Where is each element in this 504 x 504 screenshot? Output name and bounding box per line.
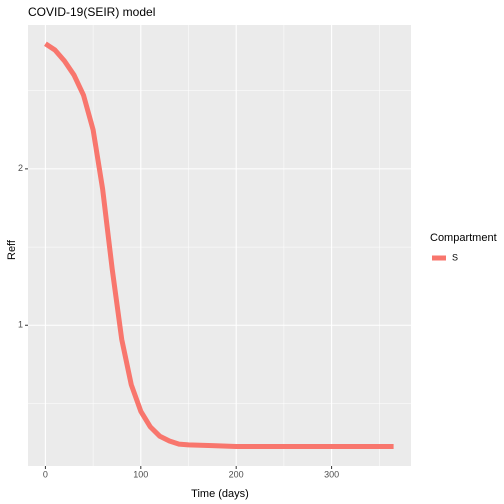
chart-title: COVID-19(SEIR) model [28,5,155,19]
y-axis-title: Reff [6,239,18,260]
legend-title: Compartment [430,232,497,244]
panel [28,25,411,466]
grid [28,25,411,466]
legend-label: S [452,252,458,262]
x-tick-label: 100 [133,469,148,479]
x-tick-label: 0 [43,469,48,479]
y-tick-label: 2 [18,163,23,173]
line [44,41,394,449]
x-axis-title: Time (days) [191,488,249,500]
x-tick-label: 200 [229,469,244,479]
x-tick-label: 300 [324,469,339,479]
y-tick-label: 1 [18,320,23,330]
